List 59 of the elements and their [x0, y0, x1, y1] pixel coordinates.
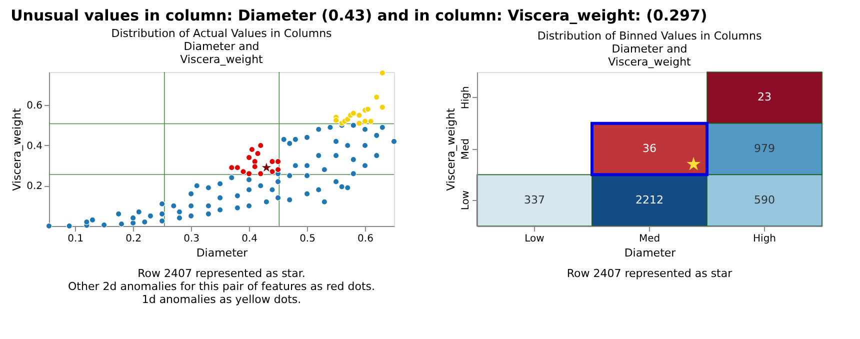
y-tick-label: Low [460, 190, 472, 210]
point [368, 118, 374, 124]
point [258, 170, 264, 177]
point [246, 154, 252, 161]
data-label: 36 [642, 142, 656, 155]
point [364, 106, 372, 112]
chart-title: Unusual values in column: Diameter (0.43) and in column: Viscera_weight: (0.297) [10, 6, 708, 24]
point [373, 94, 380, 100]
x-tick-label: 0.4 [242, 234, 258, 244]
data-label: 337 [524, 193, 545, 206]
point [228, 164, 235, 171]
data-label: 979 [754, 142, 775, 155]
data-label: 590 [754, 193, 775, 206]
point [379, 104, 386, 110]
point [362, 118, 368, 124]
y-tick-label: 0.2 [26, 181, 42, 192]
x-tick-label: 0.5 [300, 234, 316, 244]
point [274, 166, 282, 173]
point [350, 110, 357, 116]
x-tick-label: 0.6 [358, 234, 374, 244]
x-tick-label: High [753, 234, 776, 244]
point [332, 117, 340, 124]
data-label: 23 [758, 90, 772, 104]
point [269, 168, 276, 175]
y-tick-label: 0.4 [26, 140, 42, 152]
text: Row 2407 represented as star. [138, 267, 306, 280]
chart-title: Distribution of Binned Values in Columns Diameter and Viscera_weight [537, 30, 762, 69]
point [356, 120, 362, 126]
x-tick-label: 0.3 [184, 234, 200, 244]
chart-subtitle: Distribution of Actual Values in Columns Diameter and Viscera_weight [111, 26, 332, 66]
y-tick-label: Med [460, 138, 472, 160]
point [258, 142, 264, 149]
point [240, 168, 246, 175]
point [248, 146, 256, 153]
point [252, 163, 258, 170]
point [260, 161, 272, 173]
point [246, 170, 252, 177]
x-axis-title: Diameter [196, 246, 248, 260]
y-tick-label: 0.6 [26, 100, 42, 112]
x-tick-label: 0.2 [126, 234, 142, 244]
x-tick-label: Med [638, 234, 660, 244]
point [379, 70, 386, 76]
y-tick-label: High [460, 86, 472, 110]
y-axis-title: Viscera_weight [10, 107, 24, 191]
point [269, 158, 276, 165]
data-label: 2212 [636, 193, 664, 206]
y-axis-title: Viscera_weight [444, 107, 458, 191]
x-axis-title: Diameter [624, 246, 676, 260]
point [254, 150, 261, 157]
annotation: ★ [685, 154, 702, 175]
text: Row 2407 represented as star [566, 267, 733, 280]
point [356, 112, 362, 118]
point [274, 158, 282, 165]
x-tick-label: 0.1 [68, 234, 84, 244]
x-tick-label: Low [524, 234, 544, 244]
point [234, 164, 241, 171]
text: 1d anomalies as yellow dots. [142, 293, 302, 306]
point [252, 158, 258, 165]
text: Other 2d anomalies for this pair of features as red dots. [68, 280, 375, 293]
